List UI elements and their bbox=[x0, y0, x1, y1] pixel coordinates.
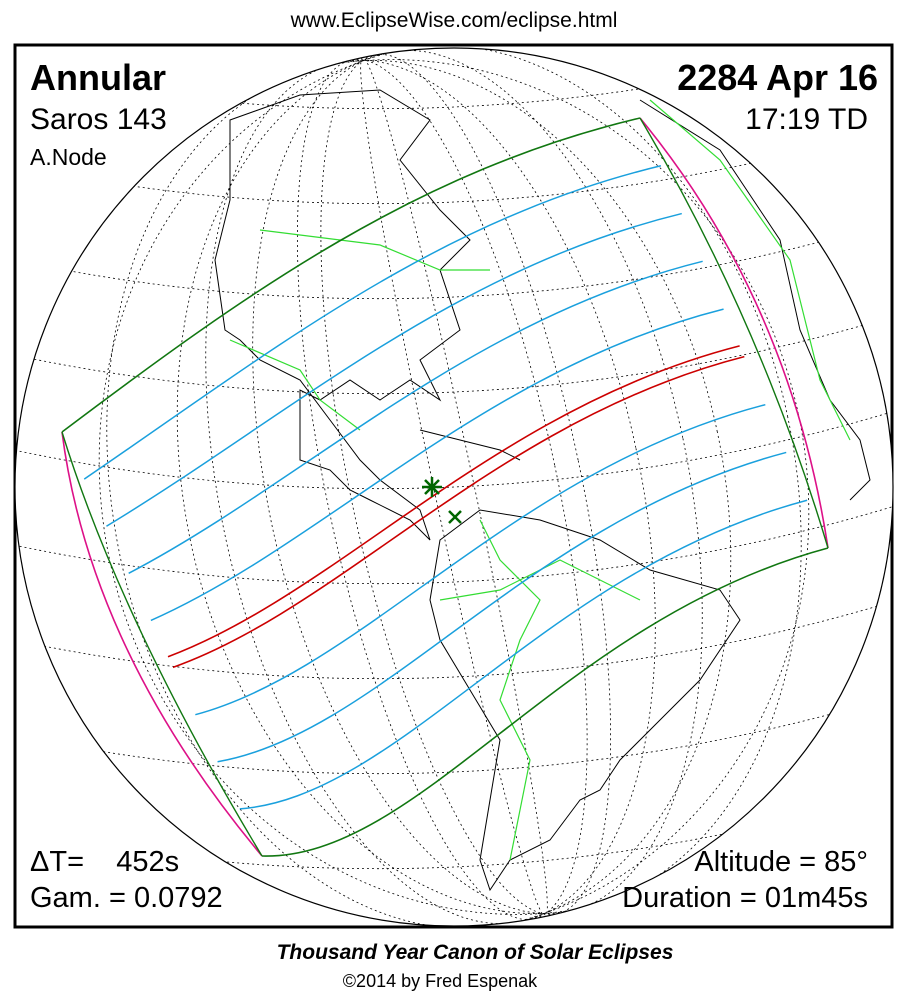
border bbox=[439, 559, 641, 601]
footer-title: Thousand Year Canon of Solar Eclipses bbox=[276, 941, 674, 964]
footer-credit: ©2014 by Fred Espenak bbox=[342, 971, 538, 991]
caribbean bbox=[419, 429, 521, 461]
meridian bbox=[320, 54, 611, 915]
east-edge-outer bbox=[639, 117, 829, 549]
border bbox=[649, 99, 851, 441]
africa-europe bbox=[639, 99, 871, 501]
contour-line bbox=[83, 165, 662, 480]
node: A.Node bbox=[30, 144, 107, 170]
contour-line bbox=[106, 212, 682, 527]
west-edge bbox=[61, 431, 263, 857]
eclipse-paths bbox=[61, 117, 829, 857]
contour-line bbox=[128, 260, 703, 574]
eclipse-type: Annular bbox=[30, 57, 167, 98]
url: www.EclipseWise.com/eclipse.html bbox=[290, 9, 618, 32]
north-america bbox=[214, 89, 471, 541]
saros: Saros 143 bbox=[30, 103, 167, 136]
globe bbox=[14, 47, 894, 927]
altitude: Altitude = 85° bbox=[694, 846, 868, 878]
central-line bbox=[167, 345, 740, 658]
greatest-eclipse bbox=[422, 477, 442, 497]
duration: Duration = 01m45s bbox=[622, 882, 868, 914]
west-edge-outer bbox=[61, 431, 263, 857]
east-edge bbox=[639, 117, 829, 549]
contour-line bbox=[150, 308, 724, 622]
contour-line bbox=[217, 451, 787, 763]
markers bbox=[422, 477, 462, 524]
contour-line bbox=[239, 499, 808, 810]
date: 2284 Apr 16 bbox=[677, 57, 878, 98]
coastlines bbox=[214, 89, 871, 892]
time: 17:19 TD bbox=[745, 103, 868, 136]
delta-t: ΔT= 452s bbox=[30, 846, 180, 878]
south-america bbox=[429, 509, 741, 892]
meridian bbox=[297, 59, 588, 920]
south-limit bbox=[261, 547, 829, 857]
contour-line bbox=[195, 403, 766, 716]
border bbox=[259, 229, 490, 271]
central-line bbox=[172, 355, 745, 669]
greatest-duration bbox=[448, 510, 462, 524]
north-limit bbox=[61, 117, 641, 433]
border bbox=[479, 519, 541, 861]
gamma: Gam. = 0.0792 bbox=[30, 882, 223, 914]
